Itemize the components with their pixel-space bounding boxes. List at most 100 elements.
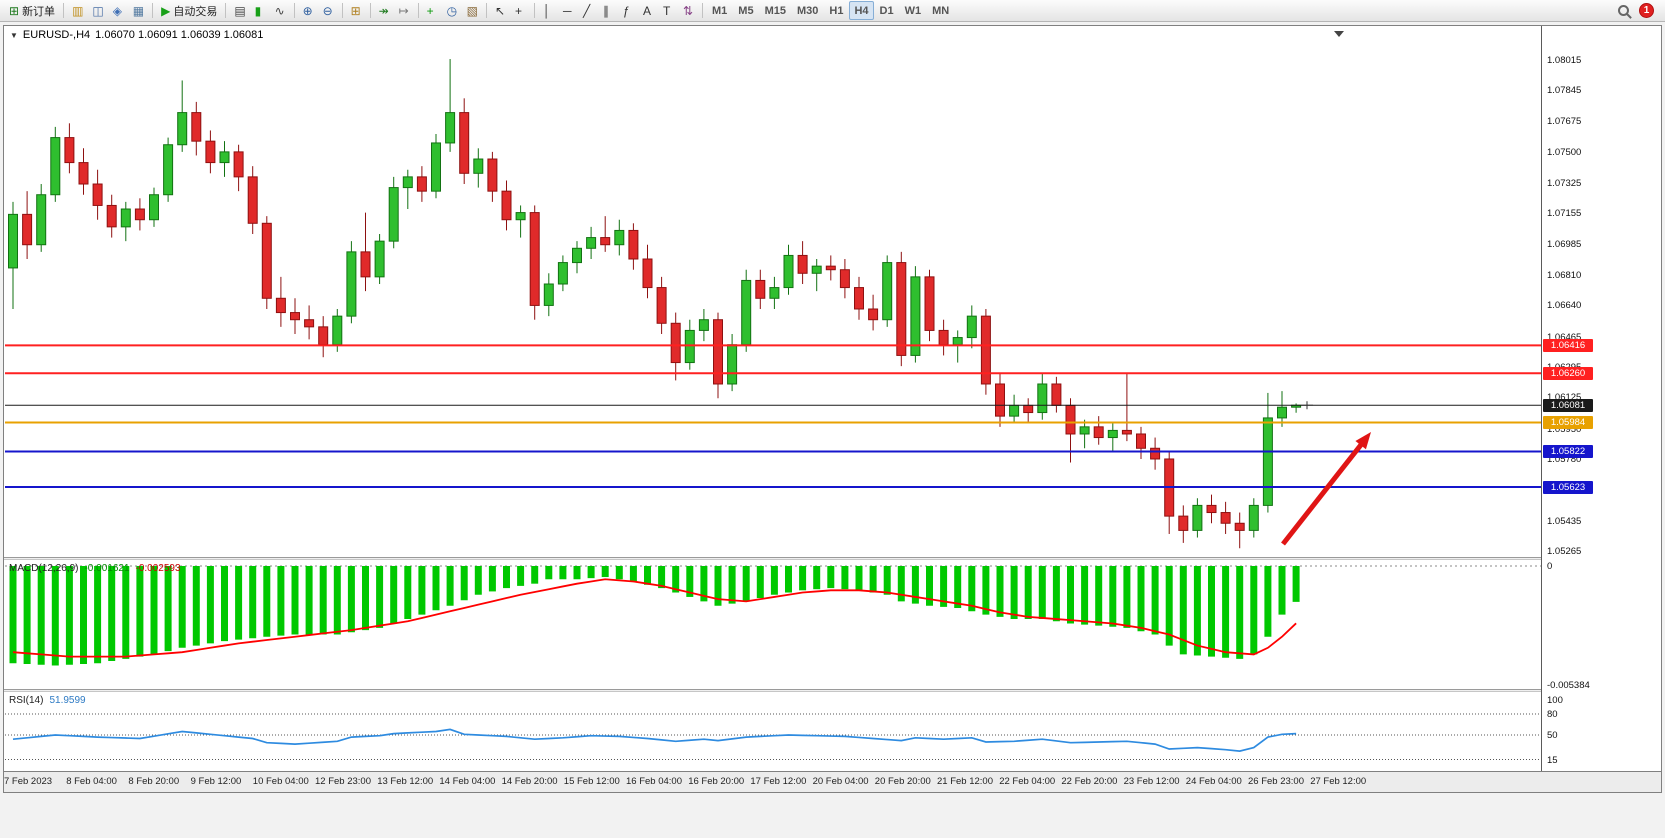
- candle: [318, 326, 329, 346]
- candle: [529, 212, 540, 306]
- price-scale-label: 1.05435: [1547, 515, 1582, 527]
- new-order-button[interactable]: ⊞ 新订单: [5, 1, 59, 20]
- toolbar-separator: [293, 3, 295, 18]
- price-badge-1.06260: 1.06260: [1543, 366, 1593, 380]
- price-badge-1.05984: 1.05984: [1543, 416, 1593, 430]
- tf-mn-button[interactable]: MN: [927, 1, 954, 20]
- candle: [233, 151, 244, 178]
- toolbar-separator: [63, 3, 65, 18]
- tf-h1-button[interactable]: H1: [824, 1, 848, 20]
- candle: [22, 213, 33, 246]
- trendline-icon: ╱: [583, 3, 591, 18]
- time-axis-label: 15 Feb 12:00: [563, 776, 620, 787]
- navigator-button[interactable]: ◈: [109, 1, 128, 20]
- macd-panel[interactable]: [5, 560, 1541, 689]
- terminal-button[interactable]: ▦: [129, 1, 148, 20]
- arrows-button[interactable]: ⇅: [679, 1, 698, 20]
- tf-d1-button[interactable]: D1: [875, 1, 899, 20]
- candle: [431, 142, 441, 192]
- periods-button[interactable]: ◷: [443, 1, 462, 20]
- auto-scroll-button[interactable]: ↠: [375, 1, 394, 20]
- candle: [445, 112, 456, 144]
- time-axis-label: 13 Feb 12:00: [377, 776, 434, 787]
- horizontal-line-button[interactable]: ─: [559, 1, 578, 20]
- time-axis-label: 24 Feb 04:00: [1185, 776, 1242, 787]
- toolbar-buttons: ⊞ 新订单 ▥ ◫ ◈ ▦ ▶ 自动交易 ▤ ▮ ∿ ⊕ ⊖ ⊞ ↠ ↦ + ◷ ▧ ↖ + │ ─ ╱ ∥ ƒ A T ⇅ M1 M5 M1…: [5, 1, 954, 20]
- candle: [473, 158, 484, 174]
- search-icon[interactable]: [1618, 5, 1629, 16]
- rsi-panel[interactable]: [5, 692, 1541, 771]
- time-axis[interactable]: 7 Feb 2023 8 Feb 04:00 8 Feb 20:00 9 Feb 12…: [4, 771, 1661, 792]
- collapse-chart-icon[interactable]: ▼: [10, 30, 18, 40]
- panel-splitter[interactable]: [4, 557, 1661, 560]
- toolbar-separator: [702, 3, 704, 18]
- cursor-icon: ↖: [495, 3, 506, 18]
- price-scale-label: 1.06640: [1547, 300, 1582, 312]
- tile-windows-icon: ⊞: [350, 3, 361, 18]
- indicators-button[interactable]: +: [423, 1, 442, 20]
- autotrading-button-label: 自动交易: [173, 5, 218, 18]
- price-scale-label: 1.06810: [1547, 270, 1582, 282]
- candle: [642, 258, 653, 289]
- crosshair-icon: +: [515, 3, 523, 18]
- candle: [92, 183, 103, 206]
- notification-badge[interactable]: 1: [1639, 3, 1654, 18]
- tile-windows-button[interactable]: ⊞: [347, 1, 366, 20]
- chart-ohlc-readout: 1.06070 1.06091 1.06039 1.06081: [95, 29, 264, 41]
- fibonacci-button[interactable]: ƒ: [619, 1, 638, 20]
- tf-m5-button[interactable]: M5: [733, 1, 758, 20]
- candle: [896, 262, 907, 356]
- tf-h4-button[interactable]: H4: [849, 1, 874, 20]
- templates-button[interactable]: ▧: [463, 1, 482, 20]
- tf-w1-button[interactable]: W1: [900, 1, 927, 20]
- candle: [1234, 522, 1245, 531]
- candle: [586, 237, 597, 249]
- price-scale-label: 1.07675: [1547, 115, 1582, 127]
- crosshair-button[interactable]: +: [511, 1, 530, 20]
- tf-h1-button-label: H1: [829, 4, 844, 17]
- bar-chart-button[interactable]: ▤: [230, 1, 249, 20]
- chart-shift-marker-icon[interactable]: [1334, 31, 1344, 37]
- bar-chart-icon: ▤: [234, 3, 246, 18]
- candle: [1051, 383, 1062, 406]
- vertical-line-button[interactable]: │: [539, 1, 558, 20]
- cursor-button[interactable]: ↖: [491, 1, 510, 20]
- toolbar-separator: [486, 3, 488, 18]
- arrow-annotation[interactable]: [1281, 440, 1366, 546]
- tf-m1-button[interactable]: M1: [707, 1, 732, 20]
- price-badge-1.06416: 1.06416: [1543, 338, 1593, 352]
- text-icon: A: [643, 3, 652, 18]
- price-scale-label: 1.07155: [1547, 208, 1582, 220]
- label-button[interactable]: T: [659, 1, 678, 20]
- text-button[interactable]: A: [639, 1, 658, 20]
- tf-m30-button[interactable]: M30: [792, 1, 823, 20]
- time-axis-label: 22 Feb 20:00: [1061, 776, 1118, 787]
- price-scale[interactable]: 1.08015 1.07845 1.07675 1.07500 1.07325 1.071…: [1541, 26, 1661, 771]
- line-chart-button[interactable]: ∿: [271, 1, 290, 20]
- main-price-chart[interactable]: [5, 26, 1541, 557]
- candle: [783, 254, 794, 289]
- market-watch-button[interactable]: ▥: [68, 1, 87, 20]
- candle: [501, 190, 512, 221]
- zoom-out-button[interactable]: ⊖: [319, 1, 338, 20]
- data-window-button[interactable]: ◫: [88, 1, 107, 20]
- data-window-icon: ◫: [92, 3, 104, 18]
- trendline-button[interactable]: ╱: [579, 1, 598, 20]
- chart-shift-icon: ↦: [398, 3, 409, 18]
- panel-splitter[interactable]: [4, 689, 1661, 692]
- time-axis-label: 10 Feb 04:00: [252, 776, 309, 787]
- tf-m15-button[interactable]: M15: [760, 1, 791, 20]
- candle: [360, 251, 371, 278]
- chart-shift-button[interactable]: ↦: [395, 1, 414, 20]
- new-order-icon: ⊞: [9, 3, 20, 18]
- time-axis-label: 14 Feb 20:00: [501, 776, 558, 787]
- candle: [882, 262, 893, 321]
- candle: [910, 276, 921, 356]
- candle: [106, 204, 117, 228]
- autotrading-button[interactable]: ▶ 自动交易: [157, 1, 221, 20]
- channel-button[interactable]: ∥: [599, 1, 618, 20]
- candlestick-chart-button[interactable]: ▮: [251, 1, 270, 20]
- candle: [1262, 417, 1273, 506]
- rsi-name: RSI(14): [9, 695, 44, 706]
- zoom-in-button[interactable]: ⊕: [299, 1, 318, 20]
